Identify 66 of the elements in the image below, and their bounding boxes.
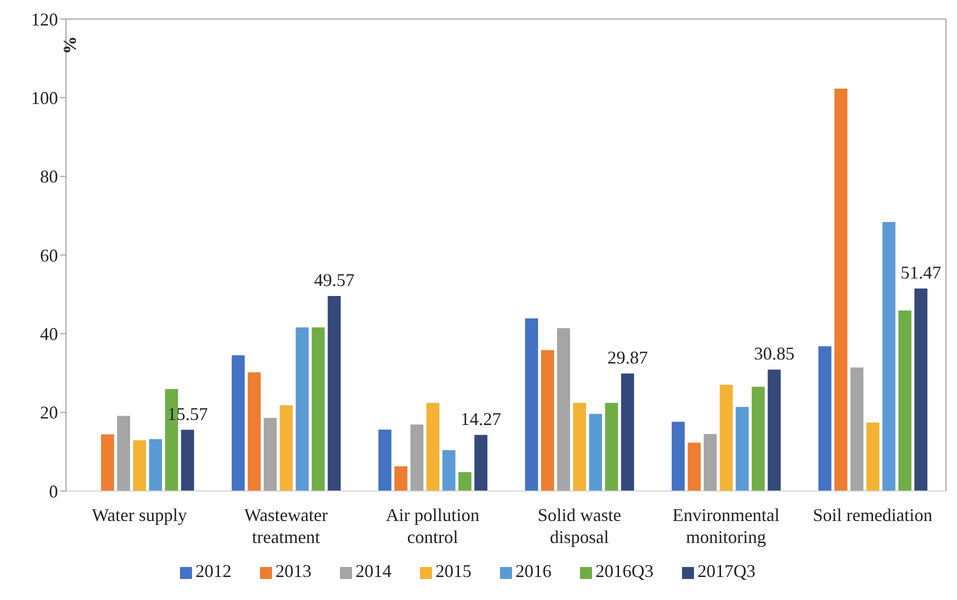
bar xyxy=(752,386,765,491)
bar xyxy=(328,296,341,491)
bar xyxy=(589,414,602,491)
data-label: 14.27 xyxy=(460,408,502,429)
y-tick-label: 0 xyxy=(49,481,58,502)
bar xyxy=(442,450,456,491)
data-label: 51.47 xyxy=(900,262,942,283)
bar xyxy=(280,405,293,491)
x-tick-label: Environmental monitoring xyxy=(672,505,780,547)
x-tick-label: Solid waste disposal xyxy=(538,505,622,547)
bar xyxy=(378,430,392,491)
y-tick-label: 60 xyxy=(40,245,58,266)
y-tick-label: 20 xyxy=(40,402,58,423)
bar xyxy=(426,402,440,491)
bar xyxy=(312,327,325,491)
x-tick-label: Air pollution control xyxy=(386,505,480,547)
bar xyxy=(768,370,781,491)
legend-label: 2017Q3 xyxy=(698,561,756,581)
bar xyxy=(605,402,618,491)
legend-label: 2014 xyxy=(356,561,392,581)
data-label: 29.87 xyxy=(607,348,648,368)
bar xyxy=(882,222,896,491)
bar xyxy=(573,402,586,491)
y-axis-title: % xyxy=(59,36,80,54)
y-tick-label: 120 xyxy=(31,9,58,30)
bar xyxy=(232,355,245,491)
x-tick-label: Soil remediation xyxy=(812,505,932,525)
legend-label: 2013 xyxy=(276,561,312,581)
data-label: 49.57 xyxy=(314,270,354,290)
bar xyxy=(525,318,538,491)
bar xyxy=(672,422,685,491)
bar xyxy=(850,367,864,491)
bar xyxy=(621,374,634,491)
legend-label: 2015 xyxy=(436,561,472,581)
bar xyxy=(296,327,309,491)
bar xyxy=(720,384,733,491)
legend-label: 2012 xyxy=(196,561,232,581)
legend-label: 2016 xyxy=(516,561,552,581)
bar xyxy=(704,434,717,491)
bar xyxy=(898,310,912,491)
data-label: 30.85 xyxy=(754,344,794,364)
bar xyxy=(541,350,554,491)
y-tick-label: 80 xyxy=(40,166,58,187)
legend-label: 2016Q3 xyxy=(596,561,654,581)
bar xyxy=(688,442,701,491)
bar xyxy=(834,88,848,491)
bar xyxy=(149,439,162,491)
bar xyxy=(914,288,928,491)
bar xyxy=(394,466,408,491)
bar xyxy=(133,440,146,491)
y-tick-label: 100 xyxy=(31,88,58,108)
bar xyxy=(557,328,570,491)
bar xyxy=(736,406,749,491)
bar xyxy=(410,424,424,491)
x-tick-label: Wastewater treatment xyxy=(244,505,328,547)
bar xyxy=(866,422,880,491)
bar xyxy=(117,416,130,491)
bar xyxy=(248,372,261,491)
bar xyxy=(181,430,194,491)
bar xyxy=(458,472,472,491)
y-tick-label: 40 xyxy=(40,324,58,344)
bar xyxy=(101,434,114,491)
bar xyxy=(474,434,488,491)
bar xyxy=(264,418,277,491)
x-tick-label: Water supply xyxy=(92,505,187,525)
bar xyxy=(818,346,832,491)
